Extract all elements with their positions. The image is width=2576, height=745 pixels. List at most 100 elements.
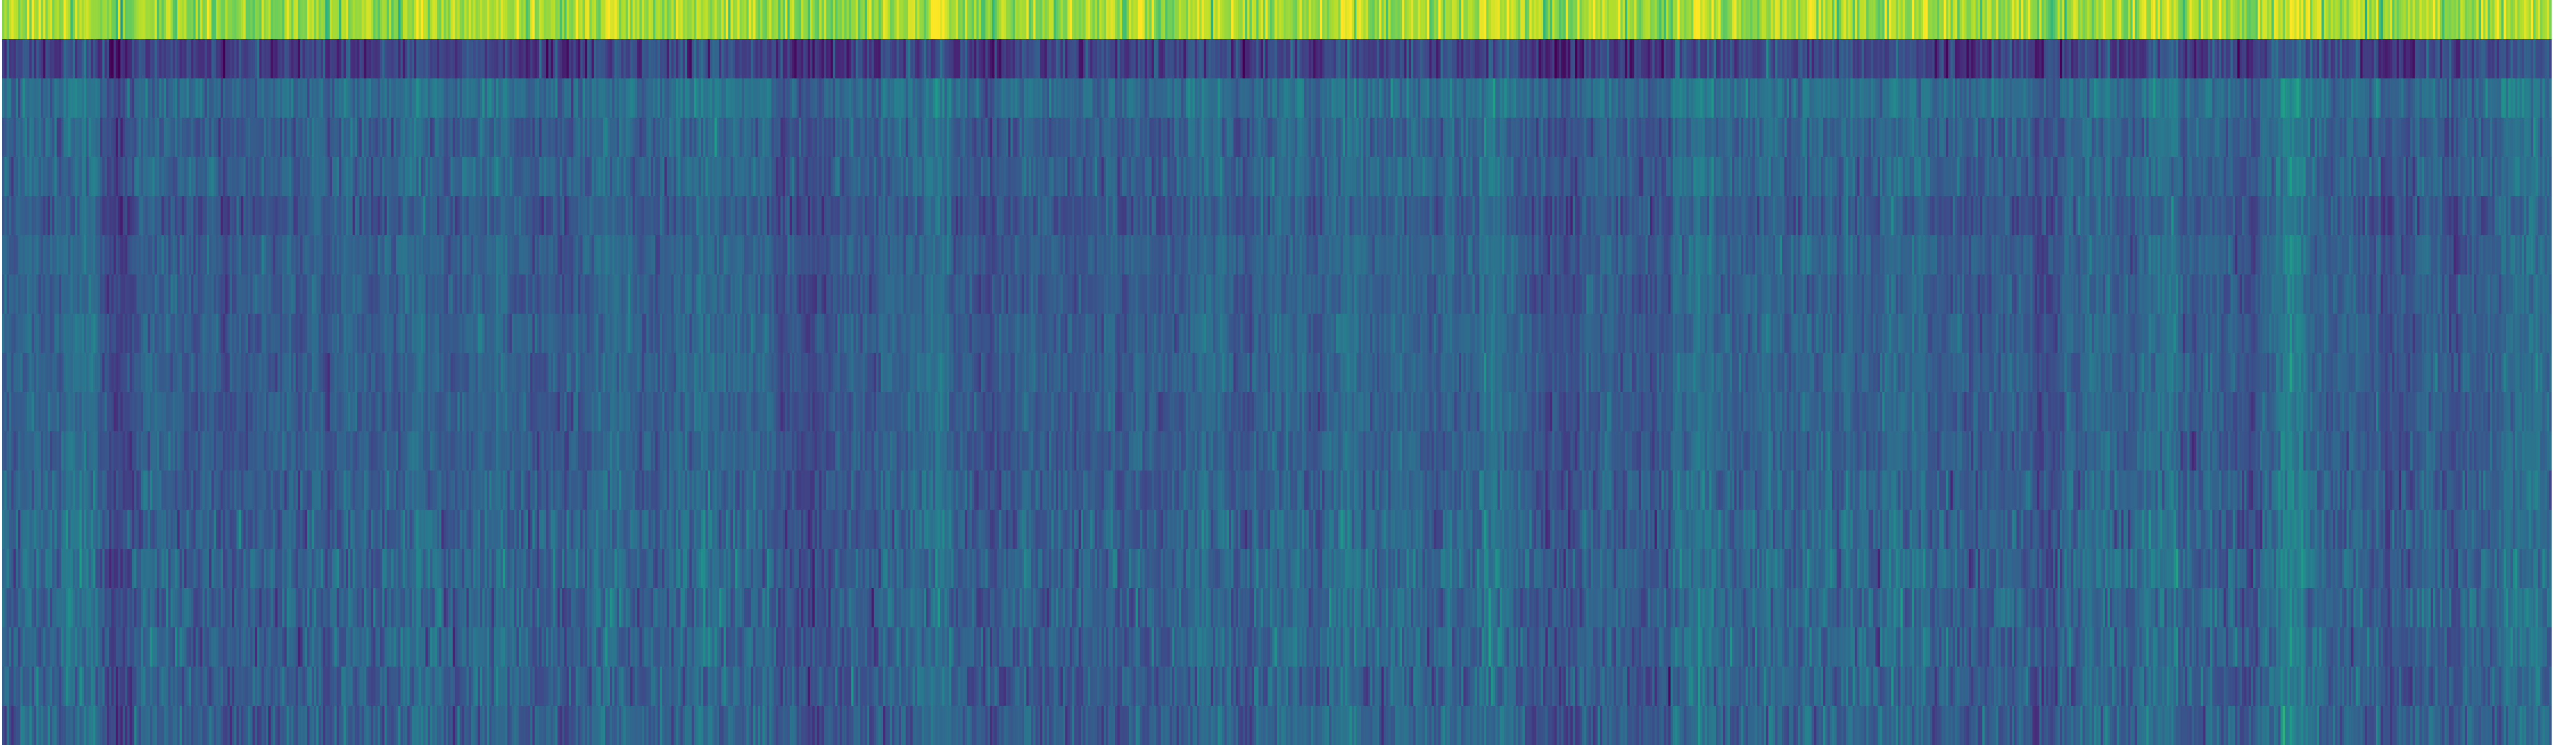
heatmap-cell xyxy=(2462,0,2465,40)
heatmap-cell xyxy=(1145,118,1148,157)
heatmap-cell xyxy=(2405,0,2408,40)
heatmap-cell xyxy=(2221,118,2224,157)
heatmap-cell xyxy=(2381,0,2384,40)
heatmap-cell xyxy=(815,78,818,118)
heatmap-cell xyxy=(1984,78,1987,118)
heatmap-cell xyxy=(407,39,410,79)
heatmap-cell xyxy=(1484,118,1486,157)
heatmap-cell xyxy=(54,78,57,118)
heatmap-cell xyxy=(751,39,754,79)
heatmap-cell xyxy=(1177,118,1179,157)
heatmap-cell xyxy=(403,78,405,118)
heatmap-cell xyxy=(2119,78,2121,118)
heatmap-cell xyxy=(496,0,498,40)
heatmap-cell xyxy=(1753,118,1755,157)
heatmap-cell xyxy=(432,0,435,40)
heatmap-cell xyxy=(662,39,665,79)
heatmap-cell xyxy=(1598,39,1601,79)
heatmap-cell xyxy=(410,157,412,197)
heatmap-cell xyxy=(2246,78,2249,118)
heatmap-cell xyxy=(1932,118,1935,157)
heatmap-cell xyxy=(1500,78,1502,118)
heatmap-cell xyxy=(1051,118,1054,157)
heatmap-cell xyxy=(18,0,20,40)
heatmap-cell xyxy=(2269,0,2272,40)
heatmap-cell xyxy=(1609,0,1612,40)
heatmap-cell xyxy=(649,78,651,118)
heatmap-cell xyxy=(1737,78,1739,118)
heatmap-cell xyxy=(1725,78,1728,118)
heatmap-cell xyxy=(191,118,194,157)
heatmap-cell xyxy=(1967,39,1969,79)
heatmap-cell xyxy=(2071,0,2074,40)
heatmap-cell xyxy=(1425,0,1427,40)
heatmap-cell xyxy=(601,78,604,118)
heatmap-cell xyxy=(1022,78,1025,118)
heatmap-cell xyxy=(1147,157,1150,197)
heatmap-cell xyxy=(1684,0,1687,40)
heatmap-cell xyxy=(1297,39,1300,79)
heatmap-cell xyxy=(407,118,410,157)
heatmap-cell xyxy=(4,157,7,197)
heatmap-cell xyxy=(740,0,742,40)
heatmap-cell xyxy=(888,118,890,157)
heatmap-cell xyxy=(384,157,387,197)
heatmap-cell xyxy=(1472,78,1475,118)
heatmap-cell xyxy=(1152,78,1154,118)
heatmap-cell xyxy=(1844,0,1846,40)
heatmap-cell xyxy=(2185,118,2187,157)
heatmap-cell xyxy=(1336,78,1338,118)
heatmap-cell xyxy=(2260,118,2263,157)
heatmap-cell xyxy=(1905,118,1908,157)
heatmap-cell xyxy=(767,39,769,79)
heatmap-cell xyxy=(168,78,171,118)
heatmap-cell xyxy=(1837,78,1840,118)
heatmap-cell xyxy=(883,157,886,197)
heatmap-cell xyxy=(2276,118,2278,157)
heatmap-cell xyxy=(232,39,235,79)
heatmap-cell xyxy=(1138,118,1141,157)
heatmap-cell xyxy=(1013,0,1015,40)
heatmap-cell xyxy=(2433,0,2436,40)
heatmap-cell xyxy=(236,0,239,40)
heatmap-cell xyxy=(2472,78,2475,118)
heatmap-cell xyxy=(194,118,196,157)
heatmap-cell xyxy=(924,0,926,40)
heatmap-cell xyxy=(2203,118,2206,157)
heatmap-cell xyxy=(1133,157,1136,197)
heatmap-cell xyxy=(2208,39,2210,79)
heatmap-cell xyxy=(678,39,680,79)
heatmap-cell xyxy=(815,0,818,40)
heatmap-cell xyxy=(2026,0,2028,40)
heatmap-cell xyxy=(2117,78,2119,118)
heatmap-cell xyxy=(2329,78,2331,118)
heatmap-cell xyxy=(105,0,107,40)
heatmap-cell xyxy=(649,118,651,157)
heatmap-cell xyxy=(740,39,742,79)
heatmap-cell xyxy=(1536,39,1539,79)
heatmap-cell xyxy=(871,0,874,40)
heatmap-cell xyxy=(1548,0,1550,40)
heatmap-cell xyxy=(922,0,924,40)
heatmap-cell xyxy=(216,157,219,197)
heatmap-cell xyxy=(753,0,756,40)
heatmap-cell xyxy=(945,0,947,40)
heatmap-cell xyxy=(728,78,731,118)
heatmap-cell xyxy=(2001,118,2003,157)
heatmap-cell xyxy=(651,157,653,197)
heatmap-cell xyxy=(696,118,699,157)
heatmap-cell xyxy=(2198,78,2201,118)
heatmap-cell xyxy=(82,78,84,118)
heatmap-cell xyxy=(20,118,23,157)
heatmap-cell xyxy=(801,157,803,197)
heatmap-cell xyxy=(532,118,535,157)
heatmap-cell xyxy=(150,78,153,118)
heatmap-cell xyxy=(685,118,688,157)
heatmap-cell xyxy=(983,39,986,79)
heatmap-cell xyxy=(1275,78,1277,118)
heatmap-cell xyxy=(1830,39,1832,79)
heatmap-cell xyxy=(578,0,581,40)
heatmap-cell xyxy=(127,39,130,79)
heatmap-cell xyxy=(1019,78,1022,118)
heatmap-cell xyxy=(1734,39,1737,79)
